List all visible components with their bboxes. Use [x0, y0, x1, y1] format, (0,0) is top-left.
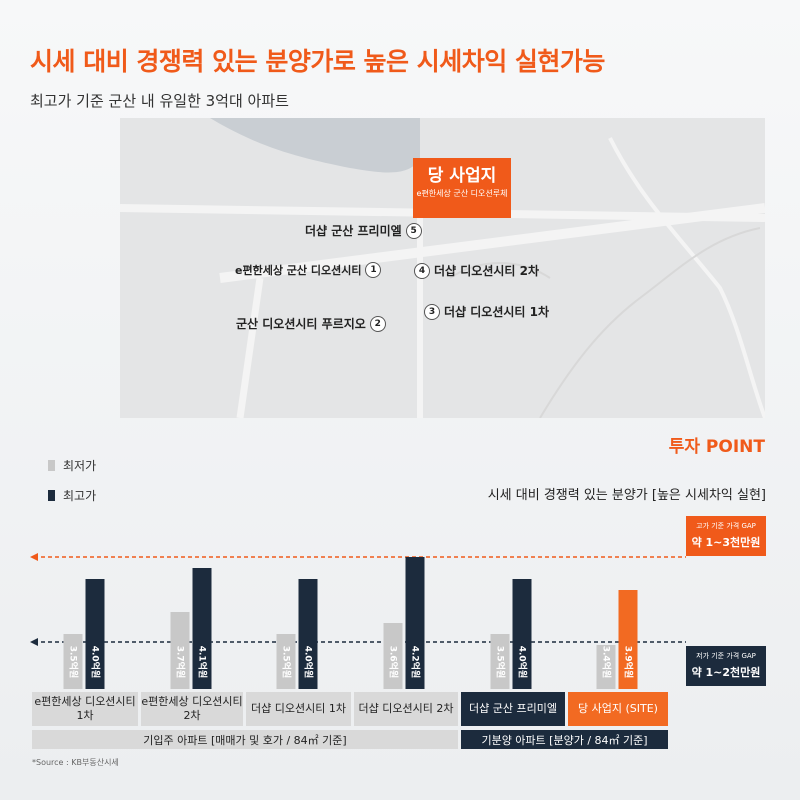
map-pin-5: 더샵 군산 프리미엘 5: [305, 222, 426, 239]
pin-label: 더샵 디오션시티 2차: [434, 264, 540, 278]
pin-label: e편한세상 군산 디오션시티: [235, 264, 362, 277]
category-label: 더샵 디오션시티 2차: [354, 692, 458, 726]
gap-big-label: 약 1~3천만원: [691, 536, 761, 549]
bar-high: [85, 579, 105, 689]
bar-low-label: 3.5억원: [281, 646, 293, 679]
map-pin-3: 3 더샵 디오션시티 1차: [420, 303, 549, 320]
bar-high: [405, 557, 425, 689]
bar-high: [618, 590, 638, 689]
high-gap-arrow-icon: [30, 553, 38, 561]
bar-low: [170, 612, 190, 689]
bar-low-label: 3.5억원: [68, 646, 80, 679]
gap-small-label: 고가 기준 가격 GAP: [696, 522, 756, 530]
page-subtitle: 최고가 기준 군산 내 유일한 3억대 아파트: [30, 92, 289, 110]
bar-high-label: 4.0억원: [303, 646, 315, 679]
legend-label: 최저가: [63, 459, 97, 473]
bar-low: [490, 634, 510, 689]
bar-high-label: 3.9억원: [623, 646, 635, 679]
category-label: 당 사업지 (SITE): [568, 692, 668, 726]
map-pin-4: 4 더샵 디오션시티 2차: [410, 262, 539, 279]
bar-high: [512, 579, 532, 689]
legend-item-low: 최저가: [48, 457, 96, 474]
bar-low: [276, 634, 296, 689]
pin-number: 2: [369, 315, 386, 332]
bar-low-label: 3.7억원: [175, 646, 187, 679]
bar-low: [596, 645, 616, 689]
category-label: e편한세상 디오션시티 1차: [32, 692, 138, 726]
section-title: 투자 POINT: [668, 437, 765, 457]
bar-high: [192, 568, 212, 689]
low-gap-arrow-icon: [30, 638, 38, 646]
bar-high-label: 4.1억원: [197, 646, 209, 679]
group-label-existing: 기입주 아파트 [매매가 및 호가 / 84㎡ 기준]: [32, 730, 458, 749]
pin-label: 더샵 군산 프리미엘: [305, 224, 402, 238]
bar-high-label: 4.2억원: [410, 646, 422, 679]
pin-number: 3: [424, 303, 440, 320]
bar-low: [383, 623, 403, 689]
gap-small-label: 저가 기준 가격 GAP: [696, 652, 756, 660]
legend-item-high: 최고가: [48, 487, 96, 504]
pin-number: 5: [405, 222, 422, 239]
site-marker: 당 사업지 e편한세상 군산 디오션루체: [413, 158, 511, 218]
site-label: 당 사업지: [427, 166, 497, 186]
pin-label: 더샵 디오션시티 1차: [444, 305, 550, 319]
gap-big-label: 약 1~2천만원: [691, 666, 761, 679]
group-label-presale: 기분양 아파트 [분양가 / 84㎡ 기준]: [461, 730, 668, 749]
pin-number: 1: [365, 262, 382, 278]
bar-high-label: 4.0억원: [517, 646, 529, 679]
legend-swatch: [48, 460, 55, 471]
site-name: e편한세상 군산 디오션루체: [416, 189, 508, 198]
pin-number: 4: [414, 262, 430, 279]
bar-low-label: 3.6억원: [388, 646, 400, 679]
chart-subtitle: 시세 대비 경쟁력 있는 분양가 [높은 시세차익 실현]: [487, 488, 766, 503]
high-gap-box: 고가 기준 가격 GAP 약 1~3천만원: [686, 516, 766, 556]
page-title: 시세 대비 경쟁력 있는 분양가로 높은 시세차익 실현가능: [30, 47, 605, 76]
bar-low-label: 3.5억원: [495, 646, 507, 679]
pin-label: 군산 디오션시티 푸르지오: [236, 317, 366, 331]
legend-label: 최고가: [63, 489, 97, 503]
category-label: 더샵 디오션시티 1차: [246, 692, 351, 726]
legend-swatch: [48, 490, 55, 501]
map-pin-1: e편한세상 군산 디오션시티 1: [235, 262, 385, 278]
category-label: e편한세상 디오션시티 2차: [141, 692, 243, 726]
bar-high: [298, 579, 318, 689]
source-note: *Source : KB부동산시세: [32, 758, 119, 767]
low-gap-box: 저가 기준 가격 GAP 약 1~2천만원: [686, 646, 766, 686]
bar-high-label: 4.0억원: [90, 646, 102, 679]
bar-low-label: 3.4억원: [601, 646, 613, 679]
map-pin-2: 군산 디오션시티 푸르지오 2: [236, 315, 390, 332]
bar-low: [63, 634, 83, 689]
category-label: 더샵 군산 프리미엘: [461, 692, 565, 726]
